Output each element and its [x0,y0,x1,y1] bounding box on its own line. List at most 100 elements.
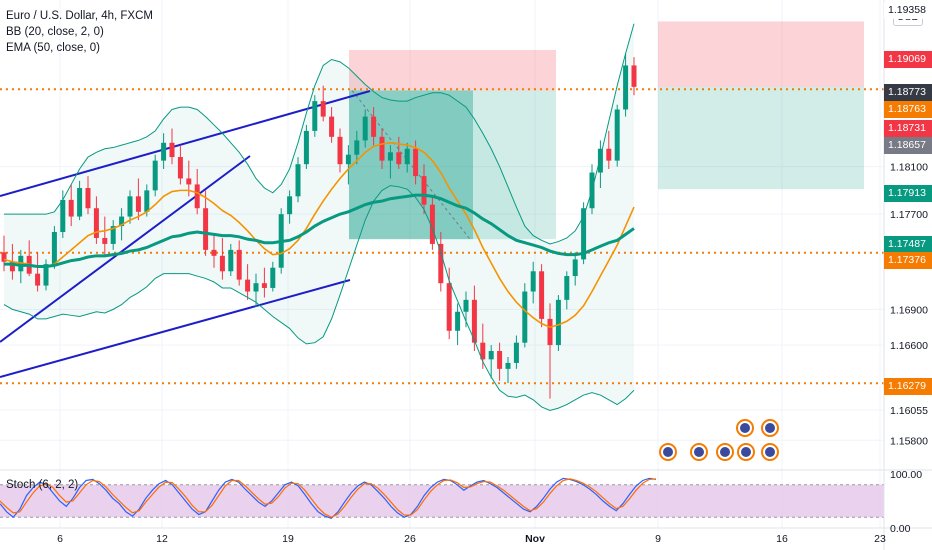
candle-body [345,154,351,165]
candle-body [60,199,66,233]
candle-body [119,216,125,227]
candle-body [43,264,49,286]
candle-body [144,190,150,212]
candle-body [236,249,242,280]
candle-body [446,283,452,331]
candle-body [555,299,561,346]
candle-body [1,252,7,262]
event-flag-icon [740,423,750,433]
candle-body [186,178,192,185]
candle-body [354,140,360,155]
channel-lines [0,90,371,378]
economic-events[interactable] [659,419,779,461]
price-tick-label: 1.15800 [890,435,928,447]
candle-body [337,136,343,165]
candle-body [135,196,141,212]
candle-body [362,116,368,141]
symbol-title[interactable]: Euro / U.S. Dollar, 4h, FXCM [6,10,153,22]
candle-body [35,273,41,286]
stoch-tick-label: 100.00 [890,469,922,481]
time-tick-label: 26 [404,533,416,545]
candle-body [387,152,393,161]
candle-body [539,271,545,319]
candle-body [85,188,91,209]
price-tag: 1.19069 [884,51,932,68]
stop-zone [349,49,556,91]
candle-body [312,101,318,131]
trade-path [351,90,471,240]
candle-body [371,116,377,137]
candles [1,53,637,399]
candle-body [413,148,419,177]
event-flag-icon [765,447,775,457]
candle-body [194,184,200,209]
candle-body [513,342,519,363]
time-tick-label: 19 [282,533,294,545]
candle-body [497,351,503,369]
candle-body [597,148,603,173]
price-tag: 1.17487 [884,236,932,253]
bb-lower-line [3,185,635,412]
stoch-indicator-label[interactable]: Stoch (6, 2, 2) [6,479,79,491]
stochastic-pane [0,469,932,519]
candle-body [488,351,494,360]
candle-body [211,249,217,256]
bb-indicator-label[interactable]: BB (20, close, 2, 0) [6,26,104,38]
candle-body [102,237,108,244]
candle-body [404,148,410,165]
candle-body [253,283,259,292]
candle-body [438,243,444,284]
price-tick-label: 1.16055 [890,405,928,417]
price-tag: 1.17913 [884,185,932,202]
candle-body [522,291,528,343]
candle-body [379,136,385,161]
candle-body [270,267,276,288]
event-flag-icon [694,447,704,457]
price-tick-label: 1.17700 [890,209,928,221]
indicator-lines [3,23,635,412]
candle-body [51,232,57,265]
price-tag: 1.17376 [884,252,932,269]
grid [0,0,884,528]
candle-body [396,152,402,165]
candle-body [219,255,225,272]
event-flag-icon [720,447,730,457]
candle-body [564,276,570,300]
time-tick-label: 6 [57,533,63,545]
channel-lower [0,279,351,378]
bb-basis-line [3,141,635,329]
price-tag: 1.18763 [884,101,932,118]
candle-body [68,199,74,217]
filled-zone [349,90,473,240]
target-zone [349,90,556,240]
ema50-line [4,193,635,269]
price-tick-label: 1.16900 [890,304,928,316]
time-tick-label: Nov [525,533,545,545]
candle-body [480,342,486,360]
stoch-k-line [0,477,657,519]
candle-body [547,318,553,346]
target-zone [658,86,864,190]
ema-indicator-label[interactable]: EMA (50, close, 0) [6,42,100,54]
candle-body [177,157,183,179]
candle-body [203,208,209,250]
candle-body [623,65,629,110]
price-tag: 1.18731 [884,120,932,137]
position-zones [349,21,864,240]
candle-body [152,160,158,191]
candle-body [329,116,335,137]
candle-body [429,204,435,244]
candle-body [161,142,167,161]
candle-body [572,259,578,277]
time-tick-label: 16 [776,533,788,545]
channel-mid [0,155,251,343]
candle-body [169,142,175,158]
price-tag: 1.16279 [884,378,932,395]
candle-body [505,362,511,369]
candle-body [320,101,326,117]
price-tick-label: 1.18100 [890,162,928,174]
channel-upper [0,90,371,197]
candle-body [606,148,612,161]
